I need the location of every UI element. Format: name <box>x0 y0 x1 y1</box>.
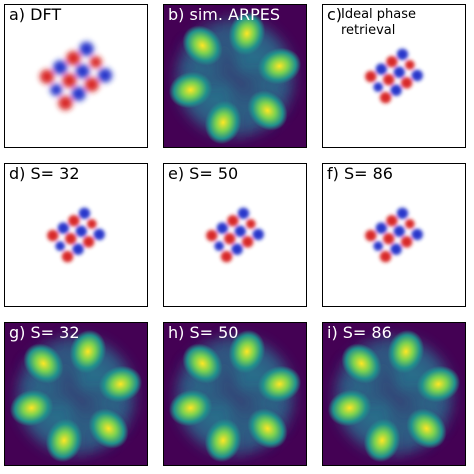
orbital-map-f <box>323 164 465 306</box>
panel-g-s32-arpes: g) S= 32 <box>4 322 148 466</box>
panel-i-label: i) S= 86 <box>327 323 392 342</box>
panel-h-label: h) S= 50 <box>168 323 239 342</box>
panel-c-tag: c) <box>327 5 343 24</box>
panel-c-label: Ideal phase retrieval <box>341 7 417 38</box>
panel-d-s32: d) S= 32 <box>4 163 148 307</box>
panel-f-s86: f) S= 86 <box>322 163 466 307</box>
panel-d-label: d) S= 32 <box>9 164 80 183</box>
panel-c-ideal-phase-retrieval: c) Ideal phase retrieval <box>322 4 466 148</box>
panel-h-s50-arpes: h) S= 50 <box>163 322 307 466</box>
orbital-map-c <box>323 5 465 147</box>
panel-b-sim-arpes: b) sim. ARPES <box>163 4 307 148</box>
panel-i-s86-arpes: i) S= 86 <box>322 322 466 466</box>
orbital-map-a <box>5 5 147 147</box>
panel-f-label: f) S= 86 <box>327 164 393 183</box>
panel-g-label: g) S= 32 <box>9 323 80 342</box>
panel-e-s50: e) S= 50 <box>163 163 307 307</box>
orbital-map-d <box>5 164 147 306</box>
orbital-map-e <box>164 164 306 306</box>
arpes-map-g <box>5 323 147 465</box>
panel-a-label: a) DFT <box>9 5 62 24</box>
panel-e-label: e) S= 50 <box>168 164 239 183</box>
panel-b-label: b) sim. ARPES <box>168 5 280 24</box>
arpes-map-i <box>323 323 465 465</box>
arpes-map-b <box>164 5 306 147</box>
panel-a-dft: a) DFT <box>4 4 148 148</box>
arpes-map-h <box>164 323 306 465</box>
